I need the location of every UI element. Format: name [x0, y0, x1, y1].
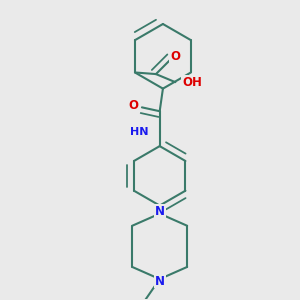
Text: O: O	[129, 99, 139, 112]
Text: HN: HN	[130, 127, 148, 137]
Text: O: O	[170, 50, 180, 64]
Text: N: N	[155, 205, 165, 218]
Text: N: N	[155, 274, 165, 287]
Text: OH: OH	[182, 76, 202, 89]
